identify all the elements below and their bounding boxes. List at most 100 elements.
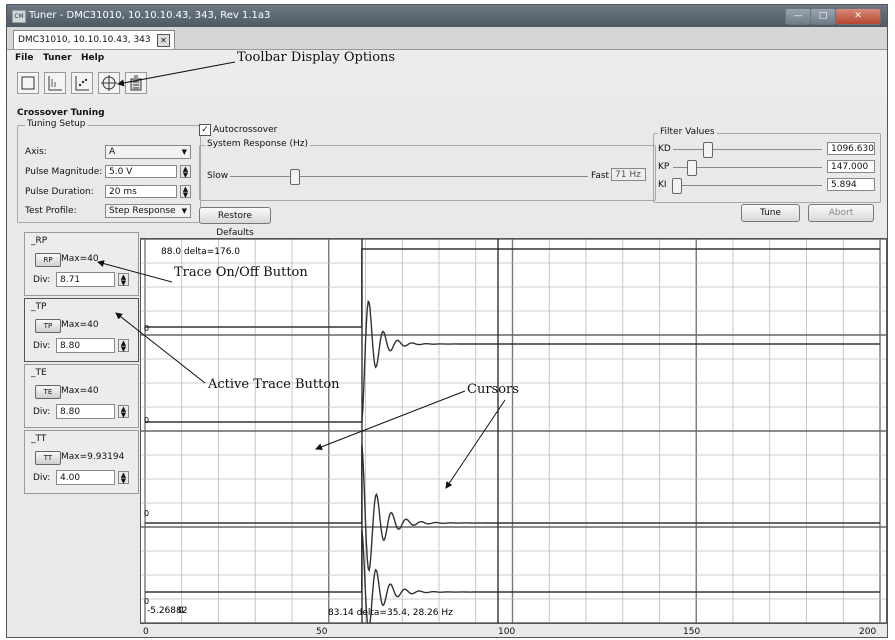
div-label: Div: <box>33 473 51 483</box>
ymin-label-overlap: 0 <box>178 606 184 616</box>
div-label: Div: <box>33 341 51 351</box>
cursor-top-readout: 88.0 delta=176.0 <box>161 247 240 257</box>
crossover-tuning-title: Crossover Tuning <box>17 108 105 118</box>
system-response-slider-thumb[interactable] <box>290 169 301 185</box>
trace-max: Max=9.93194 <box>61 452 125 462</box>
x-tick-label: 200 <box>859 627 877 637</box>
trace-line-tt <box>145 529 880 623</box>
kd-input[interactable]: 1096.630 <box>827 142 875 155</box>
menu-file[interactable]: File <box>15 53 34 63</box>
annotation-trace-on-off: Trace On/Off Button <box>174 265 308 280</box>
cursor-tool-button[interactable] <box>98 72 120 94</box>
div-input[interactable]: 8.71 <box>56 272 115 287</box>
x-tick-label: 100 <box>498 627 516 637</box>
kd-slider-thumb[interactable] <box>703 142 714 158</box>
chart-points-button[interactable] <box>71 72 93 94</box>
trace-toggle-button-tt[interactable]: TT <box>35 451 61 465</box>
trace-panel-tp: _TP TP Max=40 Div: 8.80 ▲ ▼ <box>24 298 139 362</box>
kp-slider[interactable] <box>673 167 822 168</box>
x-tick-label: 0 <box>143 627 149 637</box>
div-input[interactable]: 4.00 <box>56 470 115 485</box>
zero-label: 0 <box>144 416 149 425</box>
ki-slider[interactable] <box>673 185 822 186</box>
trace-toggle-button-tp[interactable]: TP <box>35 319 61 333</box>
close-icon: ✕ <box>854 11 862 21</box>
kp-input[interactable]: 147.000 <box>827 160 875 173</box>
trace-line-te <box>145 444 880 573</box>
test-profile-value: Step Response <box>109 206 176 216</box>
pulse-duration-stepper[interactable]: ▲ ▼ <box>180 185 191 199</box>
slow-label: Slow <box>207 171 229 181</box>
plot-traces <box>145 248 880 623</box>
test-profile-select[interactable]: Step Response ▼ <box>105 204 191 218</box>
close-button[interactable]: ✕ <box>835 8 881 25</box>
div-label: Div: <box>33 407 51 417</box>
ki-slider-thumb[interactable] <box>671 178 682 194</box>
abort-button[interactable]: Abort <box>808 204 874 222</box>
maximize-icon: □ <box>818 11 828 21</box>
chevron-down-icon: ▼ <box>181 207 187 215</box>
pulse-magnitude-input[interactable]: 5.0 V <box>105 165 177 178</box>
chevron-down-icon: ▼ <box>181 148 187 156</box>
zoom-fit-icon <box>21 76 35 90</box>
trace-plot-svg: 88.0 delta=176.0 83.14 delta=35.4, 28.26… <box>141 239 886 623</box>
scale-axis-icon <box>48 76 62 91</box>
export-data-icon <box>130 75 142 91</box>
restore-defaults-button[interactable]: Restore Defaults <box>199 207 271 238</box>
kp-label: KP <box>658 162 670 172</box>
pulse-magnitude-stepper[interactable]: ▲ ▼ <box>180 165 191 179</box>
menu-bar: File Tuner Help <box>7 50 887 67</box>
cursor-tool-icon <box>101 75 117 91</box>
trace-max: Max=40 <box>61 320 99 330</box>
zero-label: 0 <box>144 509 149 518</box>
export-data-button[interactable] <box>125 72 147 94</box>
zoom-fit-button[interactable] <box>17 72 39 94</box>
axis-value: A <box>109 147 116 157</box>
x-tick-label: 150 <box>683 627 701 637</box>
ki-input[interactable]: 5.894 <box>827 178 875 191</box>
autocrossover-checkbox[interactable]: ✓ <box>199 124 211 136</box>
tuning-setup-group <box>17 125 201 223</box>
fast-label: Fast <box>591 171 610 181</box>
div-stepper[interactable]: ▲ ▼ <box>118 405 129 419</box>
trace-name: _TT <box>31 434 47 444</box>
tuner-app-icon: CM <box>12 10 26 23</box>
minimize-button[interactable]: — <box>785 8 811 25</box>
trace-plot[interactable]: 88.0 delta=176.0 83.14 delta=35.4, 28.26… <box>140 238 887 624</box>
tab-controller[interactable]: DMC31010, 10.10.10.43, 343 ✕ <box>13 30 175 49</box>
cursor-bottom-readout: 83.14 delta=35.4, 28.26 Hz <box>328 608 453 618</box>
plot-grid <box>141 239 886 623</box>
maximize-button[interactable]: □ <box>810 8 836 25</box>
div-input[interactable]: 8.80 <box>56 404 115 419</box>
zero-label: 0 <box>144 324 149 333</box>
minimize-icon: — <box>793 11 803 21</box>
pulse-magnitude-label: Pulse Magnitude: <box>25 167 103 177</box>
system-response-value: 71 Hz <box>611 168 646 181</box>
scale-axis-button[interactable] <box>44 72 66 94</box>
trace-name: _RP <box>31 236 48 246</box>
tuning-setup-title: Tuning Setup <box>25 119 88 129</box>
pulse-duration-input[interactable]: 20 ms <box>105 185 177 198</box>
menu-tuner[interactable]: Tuner <box>43 53 72 63</box>
div-input[interactable]: 8.80 <box>56 338 115 353</box>
div-stepper[interactable]: ▲ ▼ <box>118 471 129 485</box>
system-response-slider[interactable] <box>230 176 588 177</box>
tab-close-icon[interactable]: ✕ <box>157 34 170 47</box>
tune-button[interactable]: Tune <box>741 204 800 222</box>
axis-select[interactable]: A ▼ <box>105 145 191 159</box>
trace-toggle-button-rp[interactable]: RP <box>35 253 61 267</box>
pulse-duration-label: Pulse Duration: <box>25 187 94 197</box>
annotation-active-trace: Active Trace Button <box>208 377 340 392</box>
div-stepper[interactable]: ▲ ▼ <box>118 339 129 353</box>
menu-help[interactable]: Help <box>81 53 105 63</box>
annotation-cursors: Cursors <box>467 382 519 397</box>
autocrossover-label: Autocrossover <box>213 125 278 135</box>
trace-name: _TE <box>31 368 47 378</box>
trace-max: Max=40 <box>61 254 99 264</box>
x-tick-label: 50 <box>316 627 328 637</box>
kd-slider[interactable] <box>673 149 822 150</box>
trace-toggle-button-te[interactable]: TE <box>35 385 61 399</box>
zero-label: 0 <box>144 597 149 606</box>
kp-slider-thumb[interactable] <box>686 160 697 176</box>
div-stepper[interactable]: ▲ ▼ <box>118 273 129 287</box>
